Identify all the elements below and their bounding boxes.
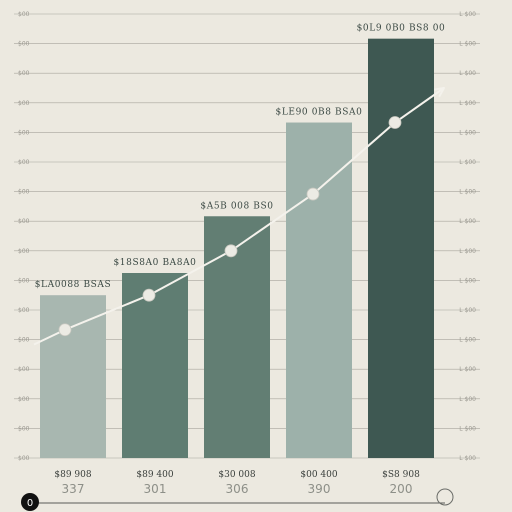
category-label-top: $S8 908 — [382, 470, 420, 480]
tick-label-left: $00 — [18, 277, 30, 284]
footer-badge — [21, 493, 39, 511]
tick-label-left: $00 — [18, 366, 30, 373]
bar-value-label: $18S8A0 BA8A0 — [113, 258, 196, 268]
trend-marker — [388, 116, 402, 129]
tick-label-right: L $00 — [459, 11, 476, 18]
category-label: 200 — [390, 482, 413, 496]
category-label: 337 — [62, 482, 85, 496]
tick-label-right: L $00 — [459, 129, 476, 136]
category-label-top: $89 908 — [54, 470, 91, 480]
footer-badge-label: 0 — [27, 498, 33, 509]
tick-label-left: $00 — [18, 100, 30, 107]
tick-label-right: L $00 — [459, 366, 476, 373]
tick-label-left: $00 — [18, 425, 30, 432]
tick-label-left: $00 — [18, 41, 30, 48]
bar — [368, 38, 434, 459]
tick-label-left: $00 — [18, 337, 30, 344]
trend-line-group — [33, 87, 445, 346]
tick-label-left: $00 — [18, 129, 30, 136]
category-label: 301 — [144, 482, 167, 496]
tick-label-right: L $00 — [459, 41, 476, 48]
bar — [122, 273, 188, 458]
tick-label-right: L $00 — [459, 277, 476, 284]
trend-marker — [58, 323, 72, 337]
tick-label-left: $00 — [18, 218, 30, 225]
bar — [286, 122, 352, 459]
trend-arrow-head — [433, 87, 445, 98]
tick-label-right: L $00 — [459, 248, 476, 255]
tick-label-right: L $00 — [459, 100, 476, 107]
tick-label-left: $00 — [18, 11, 30, 18]
category-label-top: $89 400 — [136, 470, 173, 480]
tick-label-left: $00 — [18, 159, 30, 166]
tick-label-left: $00 — [18, 70, 30, 77]
trend-marker — [306, 187, 320, 201]
tick-label-left: $00 — [18, 248, 30, 255]
bars — [40, 38, 434, 459]
tick-label-right: L $00 — [459, 70, 476, 77]
bar-value-label: $A5B 008 BS0 — [200, 201, 273, 211]
tick-label-left: $00 — [18, 189, 30, 196]
tick-label-right: L $00 — [459, 455, 476, 462]
tick-label-right: L $00 — [459, 337, 476, 344]
tick-label-left: $00 — [18, 396, 30, 403]
tick-label-right: L $00 — [459, 396, 476, 403]
bar — [204, 216, 270, 458]
tick-label-right: L $00 — [459, 307, 476, 314]
bar-value-label: $LE90 0B8 BSA0 — [276, 108, 363, 118]
tick-label-right: L $00 — [459, 189, 476, 196]
category-label: 306 — [226, 482, 249, 496]
bar-value-labels: $LA0088 BSAS $18S8A0 BA8A0 $A5B 008 BS0 $LE… — [35, 24, 446, 291]
tick-label-left: $00 — [18, 455, 30, 462]
tick-label-right: L $00 — [459, 159, 476, 166]
bar-value-label: $LA0088 BSAS — [35, 280, 112, 290]
tick-label-right: L $00 — [459, 218, 476, 225]
category-label: 390 — [308, 482, 331, 496]
bar — [40, 295, 106, 458]
category-label-top: $30 008 — [218, 470, 255, 480]
axis-ticks: $00 L $00 $00 L $00 $00 L $00 $00 L $00 $00 L $00… — [18, 11, 476, 462]
bar-value-label: $0L9 0B0 BS8 00 — [357, 24, 446, 34]
trend-marker — [224, 244, 238, 258]
footer-end-icon — [436, 488, 454, 506]
trend-marker — [142, 288, 156, 302]
category-label-top: $00 400 — [300, 470, 337, 480]
category-labels: $89 908 337 $89 400 301 $30 008 306 $00 400 390… — [54, 470, 420, 496]
tick-label-left: $00 — [18, 307, 30, 314]
tick-label-right: L $00 — [459, 425, 476, 432]
